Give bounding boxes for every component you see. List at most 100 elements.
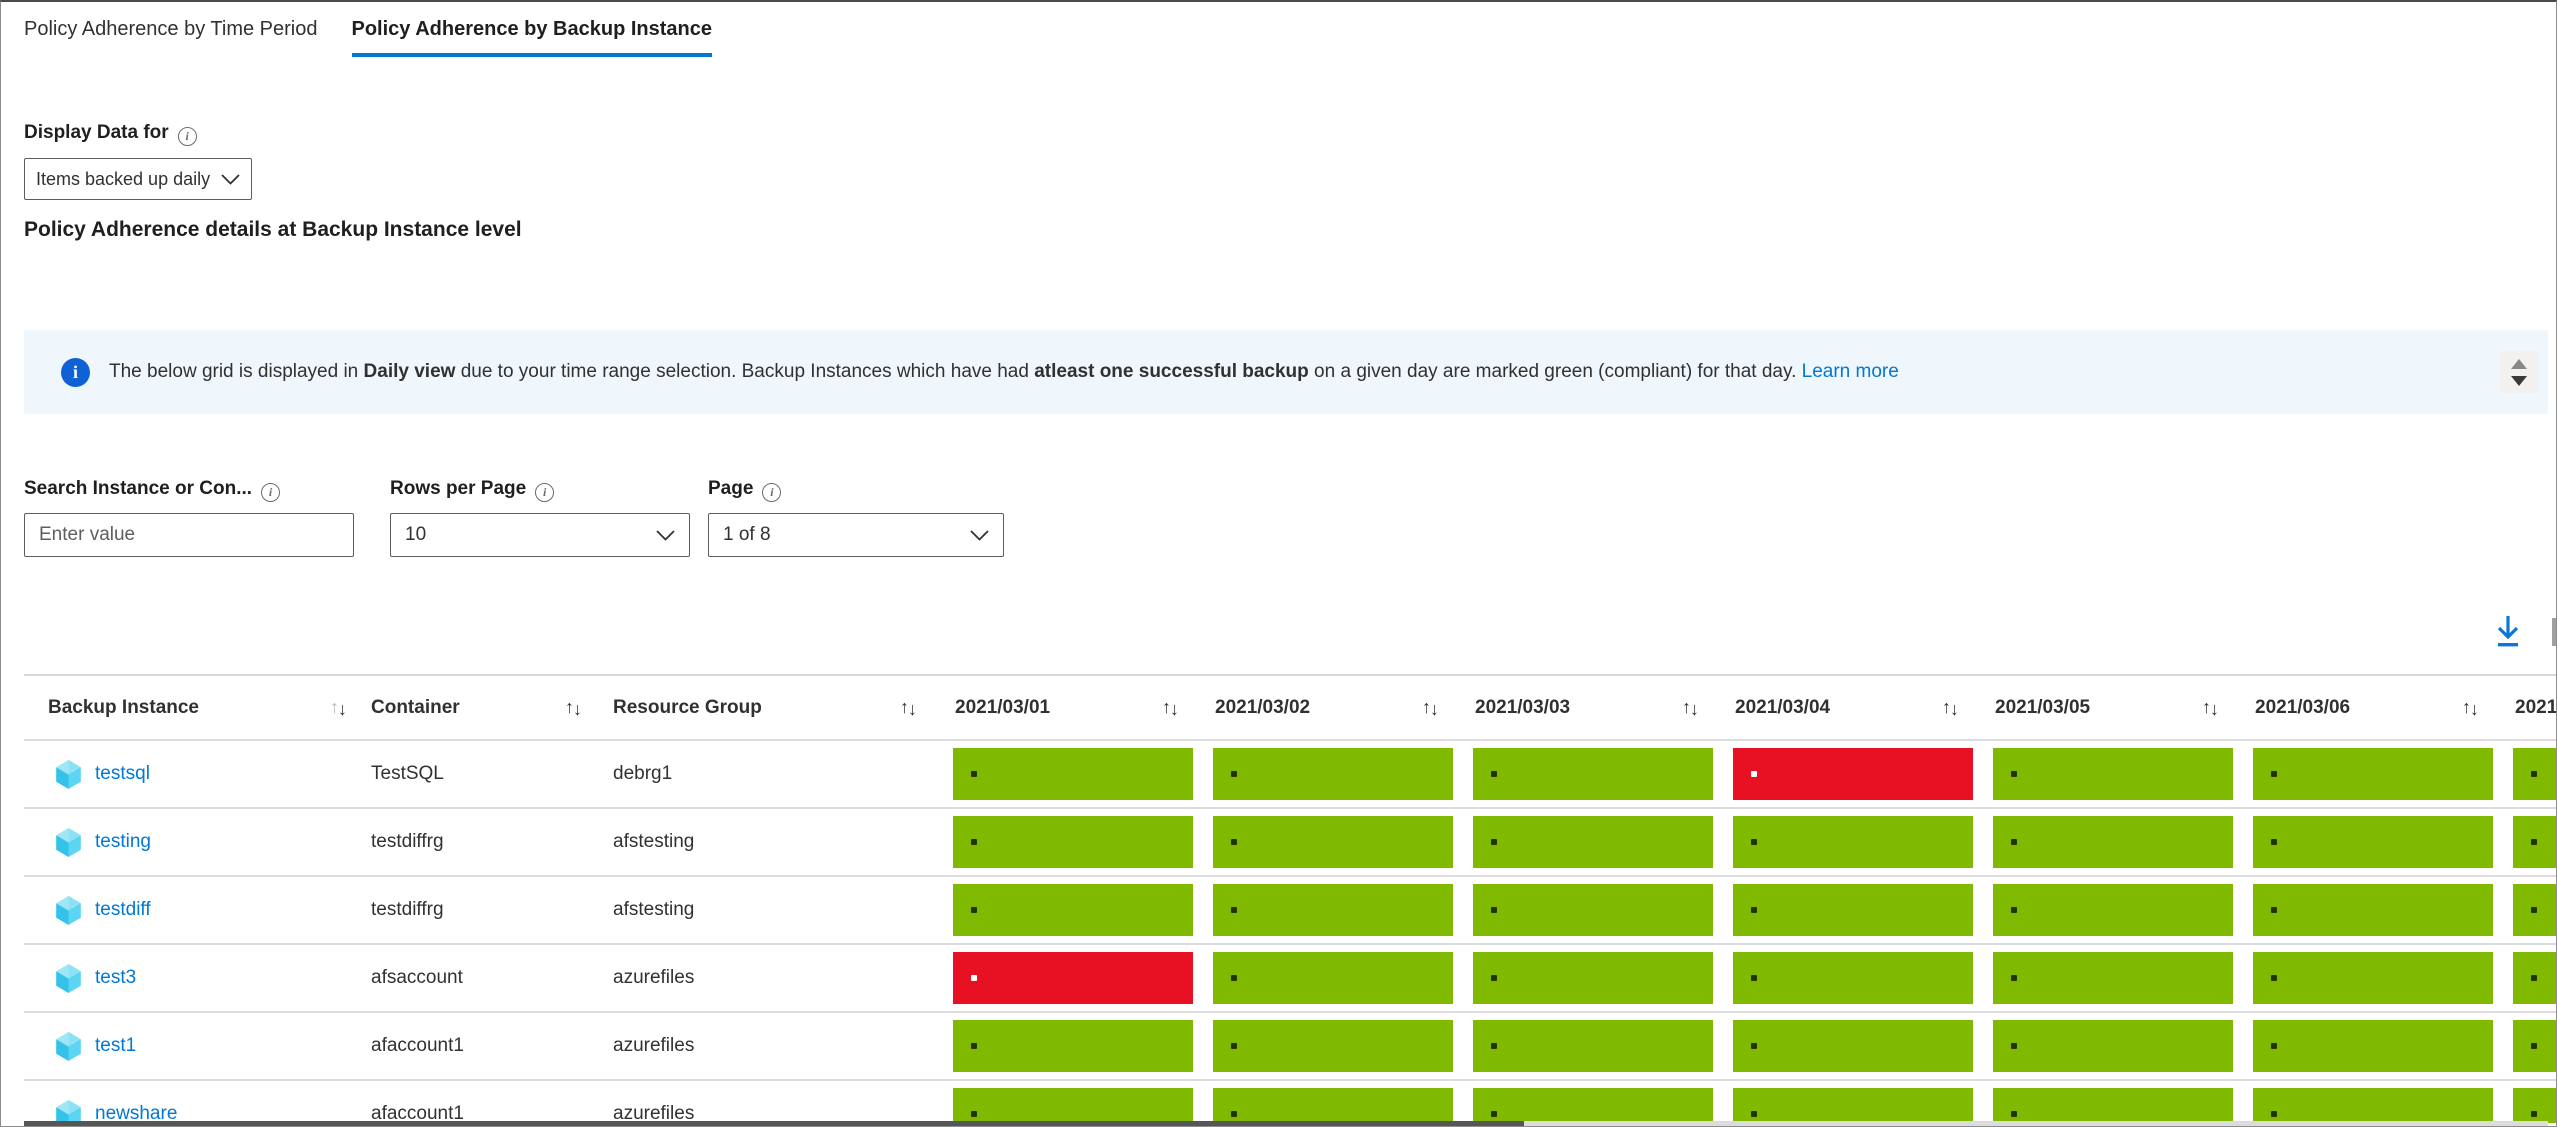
column-header-label: 2021/03/07 <box>2515 696 2557 718</box>
status-cell-wrap <box>1733 952 1993 1004</box>
column-header-2021-03-05: 2021/03/05 ↑↓ <box>1993 697 2253 720</box>
column-header-backup-instance: Backup Instance ↑↓ <box>24 697 371 720</box>
page-label: Page i <box>708 478 1004 502</box>
backup-instance-link[interactable]: testing <box>95 831 151 852</box>
status-cell-compliant <box>1733 816 1973 868</box>
status-cell-wrap <box>1473 1088 1733 1123</box>
sort-icons[interactable]: ↑↓ <box>1162 697 1179 719</box>
status-dot <box>2271 771 2277 777</box>
status-cell-non-compliant <box>1733 748 1973 800</box>
status-dot <box>1491 839 1497 845</box>
status-cell-compliant <box>1993 884 2233 936</box>
page-dropdown[interactable]: 1 of 8 <box>708 513 1004 557</box>
status-cell-wrap <box>1993 884 2253 936</box>
status-dot <box>1751 839 1757 845</box>
status-cell-compliant <box>1733 952 1973 1004</box>
status-dot <box>1491 1043 1497 1049</box>
info-icon[interactable]: i <box>535 483 555 502</box>
status-dot <box>1231 975 1237 981</box>
column-header-2021-03-01: 2021/03/01 ↑↓ <box>953 697 1213 720</box>
status-dot <box>2011 771 2017 777</box>
status-cell-wrap <box>2513 952 2556 1004</box>
info-icon[interactable]: i <box>762 483 782 502</box>
status-cell-compliant <box>1473 1020 1713 1072</box>
table-row: test1 afaccount1 azurefiles <box>24 1011 2556 1079</box>
status-cell-wrap <box>1733 1020 1993 1072</box>
status-cell-compliant <box>1993 1088 2233 1123</box>
info-icon[interactable]: i <box>177 127 197 146</box>
backup-instance-link[interactable]: newshare <box>95 1103 178 1123</box>
status-cell-compliant <box>1733 884 1973 936</box>
tab-policy-adherence-by-time-period[interactable]: Policy Adherence by Time Period <box>24 18 318 40</box>
sort-icons[interactable]: ↑↓ <box>1422 697 1439 719</box>
status-cell-compliant <box>1213 884 1453 936</box>
status-cell-wrap <box>2513 884 2556 936</box>
sort-icons[interactable]: ↑↓ <box>2462 697 2479 719</box>
search-input[interactable] <box>39 524 339 546</box>
status-cell-compliant <box>2253 952 2493 1004</box>
sort-icons[interactable]: ↑↓ <box>1942 697 1959 719</box>
backup-instance-icon <box>56 759 81 789</box>
chevron-down-icon <box>221 173 240 185</box>
status-dot <box>971 839 977 845</box>
chevron-down-icon <box>970 529 989 541</box>
banner-scroll-control <box>2500 351 2538 393</box>
sort-ascending-icon: ↑ <box>2202 697 2211 717</box>
status-cell-wrap <box>2253 952 2513 1004</box>
backup-instance-link[interactable]: testdiff <box>95 899 151 920</box>
status-cell-wrap <box>2513 1020 2556 1072</box>
sort-descending-icon: ↓ <box>2470 699 2479 719</box>
status-cell-compliant <box>1213 952 1453 1004</box>
backup-instance-link[interactable]: test3 <box>95 967 137 988</box>
status-cell-wrap <box>1993 952 2253 1004</box>
info-banner-icon: i <box>61 357 90 387</box>
tab-policy-adherence-by-backup-instance[interactable]: Policy Adherence by Backup Instance <box>351 12 712 57</box>
sort-ascending-icon: ↑ <box>1942 697 1951 717</box>
sort-descending-icon: ↓ <box>1430 699 1439 719</box>
status-cell-compliant <box>1213 1020 1453 1072</box>
policy-adherence-grid: Backup Instance ↑↓ Container ↑↓ Resource Gro… <box>24 674 2557 1123</box>
sort-ascending-icon: ↑ <box>900 697 909 717</box>
column-header-label: Resource Group <box>613 696 762 718</box>
status-dot <box>971 1043 977 1049</box>
status-cell-non-compliant <box>953 952 1193 1004</box>
status-dot <box>2011 907 2017 913</box>
info-icon[interactable]: i <box>261 483 281 502</box>
status-cell-compliant <box>1473 1088 1713 1123</box>
status-dot <box>2271 907 2277 913</box>
scroll-down-icon[interactable] <box>2511 375 2527 386</box>
backup-instance-link[interactable]: test1 <box>95 1035 137 1056</box>
horizontal-scrollbar-thumb[interactable] <box>24 1121 1524 1126</box>
learn-more-link[interactable]: Learn more <box>1801 361 1899 382</box>
status-cell-compliant <box>953 1088 1193 1123</box>
status-dot <box>1231 1043 1237 1049</box>
sort-descending-icon: ↓ <box>338 699 347 719</box>
status-dot <box>971 1111 977 1117</box>
horizontal-scrollbar[interactable] <box>24 1121 2548 1126</box>
sort-icons[interactable]: ↑↓ <box>1682 697 1699 719</box>
section-title: Policy Adherence details at Backup Insta… <box>24 218 522 241</box>
status-dot <box>971 907 977 913</box>
grid-header-row: Backup Instance ↑↓ Container ↑↓ Resource Gro… <box>24 676 2557 739</box>
banner-text-part: atleast one successful backup <box>1034 361 1309 382</box>
status-cell-wrap <box>953 952 1213 1004</box>
container-cell: afaccount1 <box>371 1103 464 1123</box>
status-dot <box>1491 771 1497 777</box>
status-cell-compliant <box>2253 884 2493 936</box>
status-dot <box>1491 907 1497 913</box>
scroll-up-icon[interactable] <box>2511 358 2527 369</box>
rows-per-page-dropdown[interactable]: 10 <box>390 513 690 557</box>
status-cell-wrap <box>1473 748 1733 800</box>
status-dot <box>2011 1043 2017 1049</box>
backup-instance-cell: testing <box>24 827 371 857</box>
sort-icons[interactable]: ↑↓ <box>565 697 582 719</box>
download-button[interactable] <box>2491 612 2525 654</box>
sort-icons[interactable]: ↑↓ <box>2202 697 2219 719</box>
chevron-slot-3 <box>970 529 989 541</box>
status-cell-compliant <box>953 1020 1193 1072</box>
display-data-dropdown[interactable]: Items backed up daily <box>24 158 253 200</box>
status-dot <box>1491 975 1497 981</box>
sort-icons[interactable]: ↑↓ <box>330 697 347 719</box>
sort-icons[interactable]: ↑↓ <box>900 697 917 719</box>
backup-instance-link[interactable]: testsql <box>95 763 150 784</box>
